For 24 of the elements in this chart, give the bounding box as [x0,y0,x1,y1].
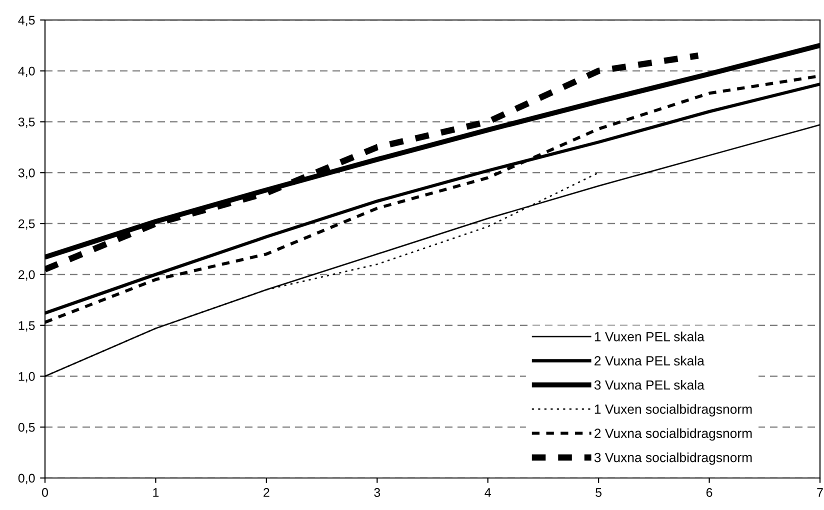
legend-label: 2 Vuxna PEL skala [594,356,704,366]
x-tick-label: 0 [42,488,48,497]
x-tick-label: 4 [484,488,491,497]
y-tick-label: 2,0 [18,270,35,281]
y-tick-label: 2,5 [18,219,35,230]
y-tick-label: 4,0 [18,66,35,78]
y-tick-label: 1,0 [18,372,35,382]
x-tick-label: 6 [706,488,712,497]
y-tick-label: 3,0 [18,168,35,179]
x-tick-label: 7 [817,488,823,497]
legend-label: 1 Vuxen PEL skala [594,332,704,342]
legend-label: 1 Vuxen socialbidragsnorm [594,404,752,416]
y-tick-label: 4,5 [18,16,35,26]
x-tick-label: 1 [153,488,159,497]
y-tick-label: 0,5 [18,422,35,434]
legend-label: 3 Vuxna socialbidragsnorm [594,452,752,465]
y-tick-label: 0,0 [18,474,35,484]
y-tick-label: 3,5 [18,118,35,128]
x-tick-label: 3 [374,488,380,497]
x-tick-label: 2 [264,488,270,497]
y-tick-label: 1,5 [18,321,35,332]
legend-label: 3 Vuxna PEL skala [594,380,704,390]
x-tick-label: 5 [596,488,602,497]
legend-label: 2 Vuxna socialbidragsnorm [594,428,752,441]
